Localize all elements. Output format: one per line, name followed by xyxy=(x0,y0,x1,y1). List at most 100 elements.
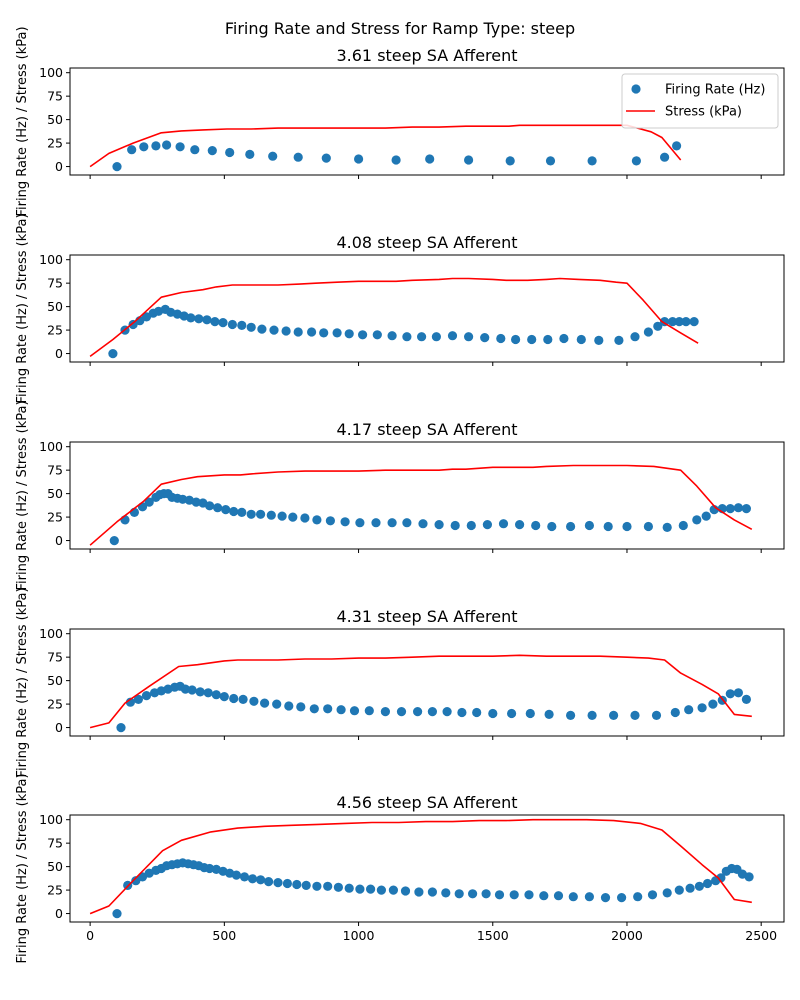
y-tick-label: 25 xyxy=(47,697,63,712)
firing-rate-point xyxy=(128,319,138,330)
firing-rate-point xyxy=(427,707,437,717)
subplots: 3.61 steep SA Afferent Firing Rate (Hz) /… xyxy=(15,26,785,964)
firing-rate-point xyxy=(566,521,576,532)
firing-rate-point xyxy=(391,155,401,165)
firing-rate-point xyxy=(127,145,137,155)
axes-frame xyxy=(69,814,785,923)
firing-rate-point xyxy=(284,701,294,711)
firing-rate-point xyxy=(480,333,490,343)
firing-rate-point xyxy=(312,881,322,891)
firing-rate-point xyxy=(246,322,256,332)
axes-frame xyxy=(69,441,785,550)
firing-rate-point xyxy=(694,881,705,891)
firing-rate-point xyxy=(321,153,331,163)
firing-rate-point xyxy=(454,889,464,899)
firing-rate-point xyxy=(600,893,611,903)
firing-rate-point xyxy=(685,883,695,893)
firing-rate-point xyxy=(221,505,231,515)
firing-rate-point xyxy=(402,332,412,342)
firing-rate-point xyxy=(674,885,684,895)
y-tick-label: 100 xyxy=(39,65,63,80)
firing-rate-point xyxy=(319,328,329,338)
firing-rate-point xyxy=(120,515,130,525)
firing-rate-point xyxy=(457,707,467,718)
firing-rate-point xyxy=(603,521,613,532)
firing-rate-point xyxy=(425,154,435,164)
firing-rate-point xyxy=(544,709,554,720)
firing-rate-point xyxy=(231,870,241,880)
stress-line xyxy=(89,277,699,358)
firing-rate-point xyxy=(631,156,642,166)
firing-rate-point xyxy=(494,890,505,900)
subplot-2: 4.08 steep SA Afferent Firing Rate (Hz) /… xyxy=(15,213,785,404)
firing-rate-point xyxy=(674,317,684,327)
firing-rate-point xyxy=(668,317,678,327)
firing-rate-point xyxy=(507,708,517,719)
firing-rate-point xyxy=(630,332,640,342)
firing-rate-point xyxy=(387,331,397,341)
subplot-title: 4.17 steep SA Afferent xyxy=(336,420,517,439)
firing-rate-point xyxy=(332,328,342,338)
y-axis-label: Firing Rate (Hz) / Stress (kPa) xyxy=(15,400,30,590)
x-tick-label: 500 xyxy=(212,928,236,943)
firing-rate-point xyxy=(553,891,564,901)
firing-rate-point xyxy=(249,696,259,706)
firing-rate-point xyxy=(566,710,576,721)
y-tick-label: 75 xyxy=(47,836,63,851)
firing-rate-point xyxy=(681,317,691,327)
firing-rate-point xyxy=(716,873,726,883)
stress-line xyxy=(89,654,752,729)
firing-rate-point xyxy=(277,511,287,521)
firing-rate-point xyxy=(547,521,557,532)
firing-rate-point xyxy=(725,689,735,699)
firing-rate-point xyxy=(662,522,672,533)
firing-rate-point xyxy=(496,333,506,344)
firing-rate-point xyxy=(431,332,441,342)
firing-rate-point xyxy=(371,518,381,528)
firing-rate-point xyxy=(175,142,185,152)
firing-rate-point xyxy=(256,875,266,885)
firing-rate-point xyxy=(678,520,688,531)
firing-rate-point xyxy=(292,879,302,890)
subplot-4: 4.31 steep SA Afferent Firing Rate (Hz) /… xyxy=(15,587,785,778)
firing-rate-point xyxy=(205,501,215,511)
firing-rate-point xyxy=(293,327,303,337)
firing-rate-point xyxy=(587,710,597,721)
firing-rate-point xyxy=(323,881,333,891)
firing-rate-point xyxy=(466,520,476,531)
firing-rate-point xyxy=(323,704,333,714)
firing-rate-point xyxy=(450,520,460,531)
firing-rate-point xyxy=(653,321,663,331)
firing-rate-point xyxy=(643,327,654,337)
y-tick-label: 75 xyxy=(47,89,63,104)
firing-rate-point xyxy=(180,684,190,694)
firing-rate-point xyxy=(190,145,200,155)
firing-rate-point xyxy=(218,318,228,328)
subplot-title: 4.31 steep SA Afferent xyxy=(336,607,517,626)
firing-rate-point xyxy=(662,888,672,898)
firing-rate-point xyxy=(312,515,322,525)
firing-rate-point xyxy=(131,876,141,886)
y-tick-label: 50 xyxy=(47,673,63,688)
y-tick-label: 75 xyxy=(47,276,63,291)
firing-rate-point xyxy=(237,507,247,517)
firing-rate-point xyxy=(630,710,640,721)
y-tick-label: 100 xyxy=(39,252,63,267)
y-tick-label: 25 xyxy=(47,136,63,151)
firing-rate-point xyxy=(112,909,122,919)
firing-rate-point xyxy=(442,707,452,717)
firing-rate-point xyxy=(162,140,172,150)
x-tick-label: 0 xyxy=(86,928,94,943)
firing-rate-point xyxy=(178,494,188,504)
firing-rate-point xyxy=(245,149,255,159)
firing-rate-point xyxy=(617,893,627,903)
stress-line xyxy=(89,464,753,546)
y-tick-label: 100 xyxy=(39,626,63,641)
firing-rate-point xyxy=(584,892,595,902)
firing-rate-point xyxy=(692,515,702,525)
firing-rate-point xyxy=(260,698,270,708)
firing-rate-point xyxy=(366,884,376,894)
firing-rate-point xyxy=(488,708,498,719)
firing-rate-point xyxy=(309,704,319,714)
subplot-title: 4.08 steep SA Afferent xyxy=(336,233,517,252)
